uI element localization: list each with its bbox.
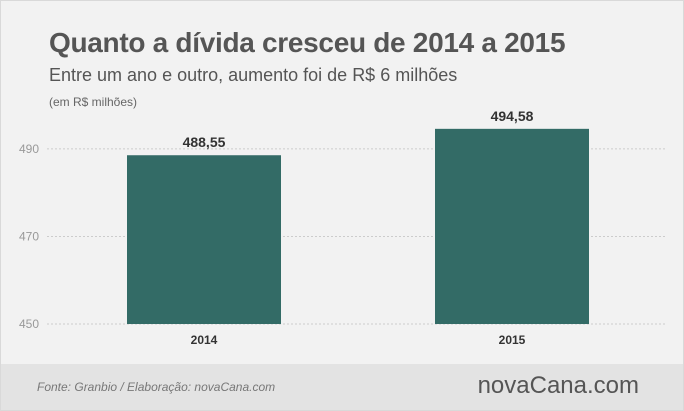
value-label-2015: 494,58 <box>491 108 534 124</box>
footer: Fonte: Granbio / Elaboração: novaCana.co… <box>1 364 683 410</box>
bar-2014 <box>127 155 281 324</box>
bar-chart: 450 470 490 488,55 2014 494,58 2015 <box>19 108 665 347</box>
chart-title: Quanto a dívida cresceu de 2014 a 2015 <box>49 27 566 58</box>
bar-2015 <box>435 128 589 324</box>
x-tick-label-2015: 2015 <box>499 333 526 347</box>
y-tick-label-490: 490 <box>19 142 39 156</box>
chart-subtitle: Entre um ano e outro, aumento foi de R$ … <box>49 65 458 85</box>
value-label-2014: 488,55 <box>183 134 226 150</box>
y-tick-label-470: 470 <box>19 229 39 243</box>
logo-text: novaCana.com <box>477 372 639 399</box>
novacana-logo: novaCana.com <box>478 372 639 400</box>
x-tick-label-2014: 2014 <box>191 333 218 347</box>
source-note: Fonte: Granbio / Elaboração: novaCana.co… <box>37 380 276 394</box>
y-tick-label-450: 450 <box>19 317 39 331</box>
unit-note: (em R$ milhões) <box>49 95 138 109</box>
